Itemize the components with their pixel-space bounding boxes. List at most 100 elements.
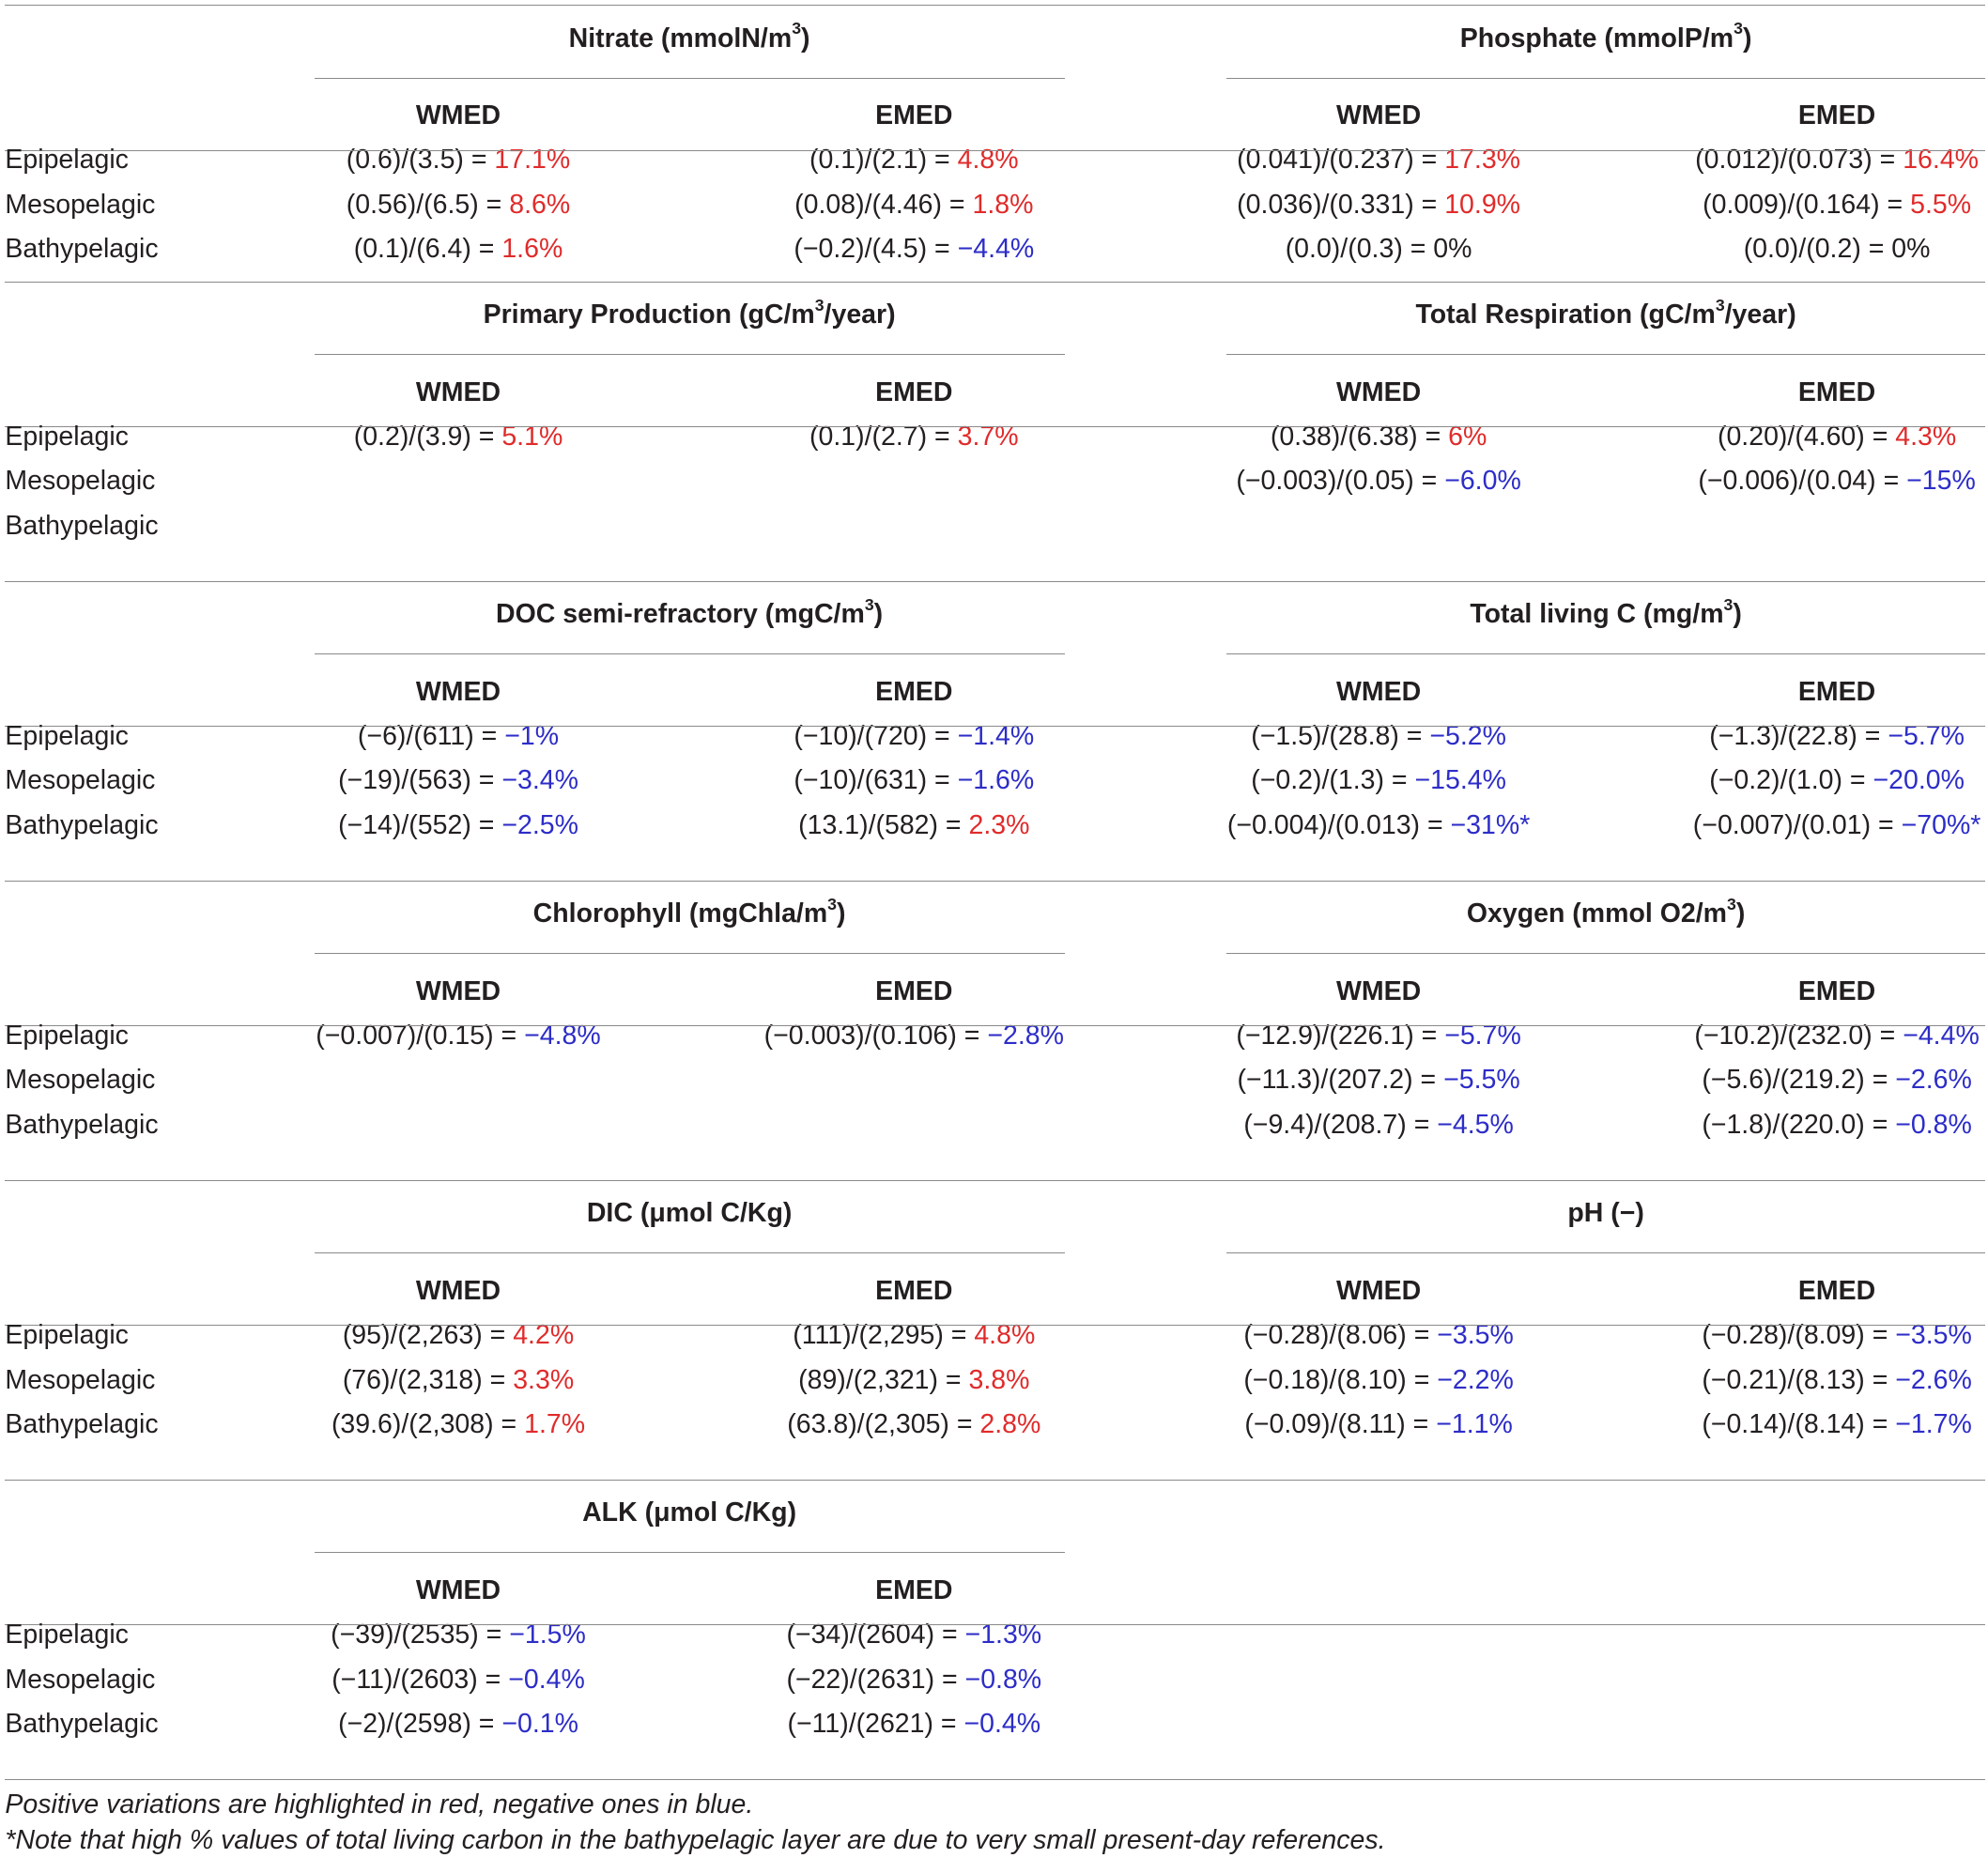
ratio-expression: (0.036)/(0.331) = bbox=[1237, 189, 1445, 220]
value-cell: (0.56)/(6.5) = 8.6% bbox=[347, 188, 570, 222]
ratio-expression: (−19)/(563) = bbox=[338, 765, 502, 796]
region-header: EMED bbox=[875, 1275, 953, 1306]
value-cell: (−6)/(611) = −1% bbox=[358, 719, 559, 753]
region-header: EMED bbox=[875, 376, 953, 407]
variable-title-suffix: ) bbox=[801, 23, 810, 54]
ratio-expression: (−11)/(2621) = bbox=[787, 1708, 964, 1739]
value-cell: (76)/(2,318) = 3.3% bbox=[343, 1363, 574, 1397]
variable-title: Phosphate (mmolP/m3) bbox=[1460, 21, 1752, 55]
value-cell: (−11.3)/(207.2) = −5.5% bbox=[1237, 1063, 1519, 1097]
header-rule bbox=[5, 1325, 1986, 1327]
region-header: WMED bbox=[1335, 376, 1422, 407]
superscript: 3 bbox=[814, 296, 824, 315]
variable-title-text: Chlorophyll (mgChla/m bbox=[532, 898, 828, 929]
percent-change: 1.7% bbox=[524, 1408, 586, 1439]
ratio-expression: (0.0)/(0.3) = bbox=[1285, 234, 1434, 264]
group-underline bbox=[1225, 953, 1986, 955]
footnote: *Note that high % values of total living… bbox=[5, 1825, 1386, 1856]
percent-change: 2.3% bbox=[968, 809, 1030, 840]
value-cell: (0.2)/(3.9) = 5.1% bbox=[354, 420, 563, 453]
variable-title: DIC (μmol C/Kg) bbox=[587, 1196, 793, 1230]
region-header: WMED bbox=[415, 376, 501, 407]
variable-title: Total Respiration (gC/m3/year) bbox=[1415, 297, 1796, 331]
footnote-rule bbox=[5, 1779, 1986, 1781]
section-top-rule bbox=[5, 5, 1986, 7]
percent-change: −4.4% bbox=[957, 234, 1035, 264]
group-underline bbox=[315, 1252, 1066, 1254]
value-cell: (13.1)/(582) = 2.3% bbox=[798, 808, 1029, 842]
percent-change: −20.0% bbox=[1872, 765, 1965, 796]
superscript: 3 bbox=[1723, 595, 1734, 615]
variable-title-text: Primary Production (gC/m bbox=[483, 299, 815, 330]
percent-change: −1.1% bbox=[1436, 1408, 1513, 1439]
header-rule bbox=[5, 149, 1986, 151]
value-cell: (−39)/(2535) = −1.5% bbox=[331, 1618, 586, 1651]
variable-title-suffix: ) bbox=[837, 898, 846, 929]
ratio-expression: (0.56)/(6.5) = bbox=[346, 189, 510, 220]
value-cell: (−0.14)/(8.14) = −1.7% bbox=[1702, 1407, 1972, 1441]
value-cell: (−1.5)/(28.8) = −5.2% bbox=[1251, 719, 1506, 753]
layer-label: Mesopelagic bbox=[5, 466, 156, 497]
percent-change: 0% bbox=[1891, 234, 1931, 264]
percent-change: 2.8% bbox=[979, 1408, 1041, 1439]
ratio-expression: (−0.2)/(4.5) = bbox=[794, 234, 958, 264]
region-header: WMED bbox=[415, 676, 501, 707]
layer-label: Mesopelagic bbox=[5, 765, 156, 796]
header-rule bbox=[5, 1624, 1986, 1626]
layer-label: Mesopelagic bbox=[5, 189, 156, 220]
layer-label: Bathypelagic bbox=[5, 1708, 159, 1739]
variable-title: Nitrate (mmolN/m3) bbox=[569, 19, 810, 55]
variable-title: ALK (μmol C/Kg) bbox=[582, 1496, 796, 1529]
group-underline bbox=[315, 1552, 1066, 1554]
variable-title-text: pH (−) bbox=[1567, 1198, 1644, 1229]
ratio-expression: (89)/(2,321) = bbox=[798, 1364, 969, 1395]
group-underline bbox=[1225, 77, 1986, 79]
section-top-rule bbox=[5, 1180, 1986, 1182]
value-cell: (−10)/(720) = −1.4% bbox=[794, 719, 1034, 753]
variable-title-text: Total living C (mg/m bbox=[1470, 599, 1724, 630]
footnote: Positive variations are highlighted in r… bbox=[5, 1789, 754, 1820]
header-rule bbox=[5, 1025, 1986, 1027]
section-top-rule bbox=[5, 1480, 1986, 1482]
variable-title-suffix: ) bbox=[1742, 23, 1752, 54]
section-top-rule bbox=[5, 581, 1986, 583]
value-cell: (0.0)/(0.3) = 0% bbox=[1286, 232, 1472, 266]
percent-change: −0.8% bbox=[1895, 1109, 1972, 1140]
value-cell: (0.1)/(2.7) = 3.7% bbox=[809, 420, 1019, 453]
superscript: 3 bbox=[1727, 895, 1736, 914]
ratio-expression: (−0.09)/(8.11) = bbox=[1244, 1408, 1437, 1439]
layer-label: Epipelagic bbox=[5, 1320, 129, 1351]
value-cell: (−0.2)/(1.0) = −20.0% bbox=[1709, 763, 1965, 797]
layer-label: Mesopelagic bbox=[5, 1065, 156, 1096]
ratio-expression: (−0.007)/(0.01) = bbox=[1692, 809, 1902, 840]
variable-title-suffix: ) bbox=[873, 599, 884, 630]
ratio-expression: (0.08)/(4.46) = bbox=[794, 189, 973, 220]
group-underline bbox=[315, 953, 1066, 955]
value-cell: (0.1)/(6.4) = 1.6% bbox=[354, 232, 563, 266]
percent-change: −4.5% bbox=[1437, 1109, 1514, 1140]
region-header: WMED bbox=[415, 975, 501, 1006]
value-cell: (−14)/(552) = −2.5% bbox=[338, 808, 578, 842]
value-cell: (0.012)/(0.073) = 16.4% bbox=[1695, 143, 1979, 177]
value-cell: (89)/(2,321) = 3.8% bbox=[798, 1363, 1029, 1397]
ratio-expression: (39.6)/(2,308) = bbox=[331, 1408, 525, 1439]
percent-change: −2.5% bbox=[501, 809, 578, 840]
region-header: WMED bbox=[1335, 975, 1422, 1006]
superscript: 3 bbox=[792, 19, 802, 38]
variable-title-suffix: ) bbox=[1733, 599, 1742, 630]
ratio-expression: (13.1)/(582) = bbox=[798, 809, 969, 840]
value-cell: (0.6)/(3.5) = 17.1% bbox=[347, 143, 570, 177]
value-cell: (−0.007)/(0.15) = −4.8% bbox=[316, 1019, 600, 1052]
variable-title-suffix: ) bbox=[1735, 898, 1746, 929]
variable-title-suffix: /year) bbox=[1724, 299, 1796, 330]
variable-title-text: DOC semi-refractory (mgC/m bbox=[496, 599, 865, 630]
section-top-rule bbox=[5, 282, 1986, 284]
value-cell: (−34)/(2604) = −1.3% bbox=[786, 1618, 1041, 1651]
percent-change: −2.2% bbox=[1437, 1364, 1514, 1395]
value-cell: (0.38)/(6.38) = 6% bbox=[1271, 420, 1487, 453]
ratio-expression: (−0.14)/(8.14) = bbox=[1702, 1408, 1896, 1439]
value-cell: (−10.2)/(232.0) = −4.4% bbox=[1694, 1019, 1979, 1052]
value-cell: (0.036)/(0.331) = 10.9% bbox=[1237, 188, 1520, 222]
ratio-expression: (−14)/(552) = bbox=[338, 809, 502, 840]
